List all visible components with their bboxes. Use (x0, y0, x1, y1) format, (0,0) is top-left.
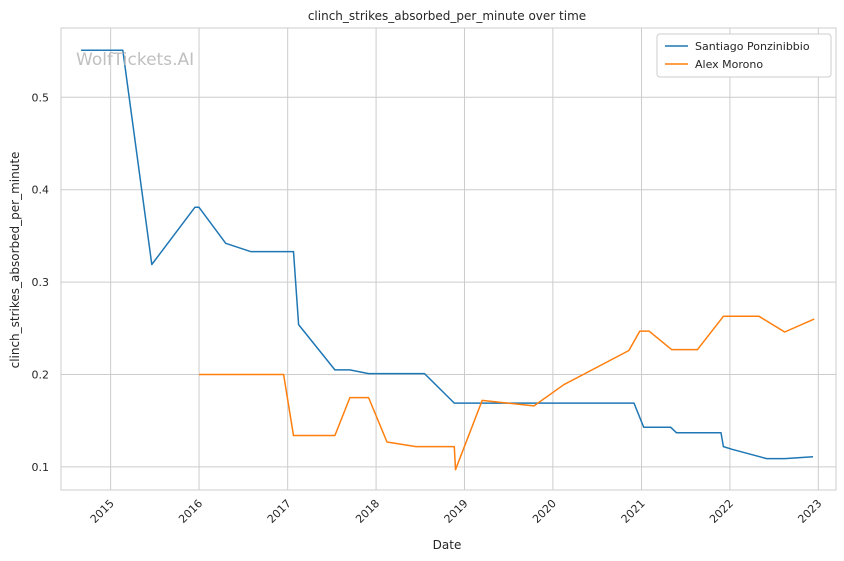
x-axis-title: Date (433, 538, 462, 552)
y-tick-label: 0.3 (32, 276, 50, 289)
y-tick-label: 0.5 (32, 91, 50, 104)
watermark-text: WolfTickets.AI (76, 50, 194, 70)
y-tick-label: 0.1 (32, 461, 50, 474)
legend-label-alex-morono: Alex Morono (695, 58, 763, 71)
series-line-santiago-ponzinibbio (81, 49, 814, 460)
plot-frame (60, 27, 837, 491)
grid-lines (61, 28, 836, 490)
series-layer (81, 49, 815, 471)
legend-box (656, 33, 832, 78)
y-tick-label: 0.2 (32, 369, 50, 382)
y-tick-label: 0.4 (32, 184, 50, 197)
legend-label-santiago-ponzinibbio: Santiago Ponzinibbio (695, 40, 810, 53)
series-line-alex-morono (199, 315, 815, 471)
y-tick-labels: 0.1 0.2 0.3 0.4 0.5 (32, 91, 50, 474)
chart-title: clinch_strikes_absorbed_per_minute over … (308, 9, 586, 23)
y-axis-title: clinch_strikes_absorbed_per_minute (8, 152, 22, 369)
legend: Santiago Ponzinibbio Alex Morono (656, 33, 832, 78)
